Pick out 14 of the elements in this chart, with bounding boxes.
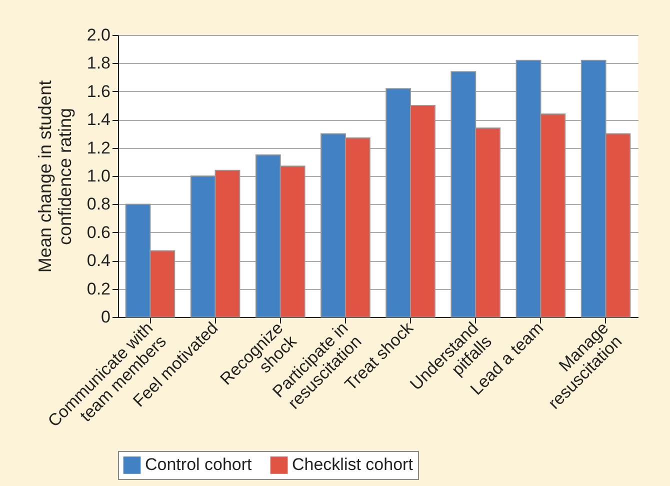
y-tick-label: 1.8 xyxy=(86,54,110,73)
y-tick-label: 0.2 xyxy=(86,279,110,298)
y-tick-label: 0 xyxy=(101,308,110,326)
y-tick-label: 0.6 xyxy=(86,222,110,242)
y-tick-label: 0.4 xyxy=(86,251,110,270)
y-axis-title: Mean change in student confidence rating xyxy=(34,80,75,273)
legend-label: Checklist cohort xyxy=(292,455,414,474)
legend-label: Control cohort xyxy=(145,455,252,474)
y-tick-label: 1.0 xyxy=(86,166,110,186)
y-tick-label: 1.2 xyxy=(86,138,110,158)
y-tick-label: 1.4 xyxy=(86,110,110,130)
y-tick-label: 2.0 xyxy=(86,26,110,44)
y-tick-label: 1.6 xyxy=(86,82,110,101)
y-tick-label: 0.8 xyxy=(86,194,110,214)
